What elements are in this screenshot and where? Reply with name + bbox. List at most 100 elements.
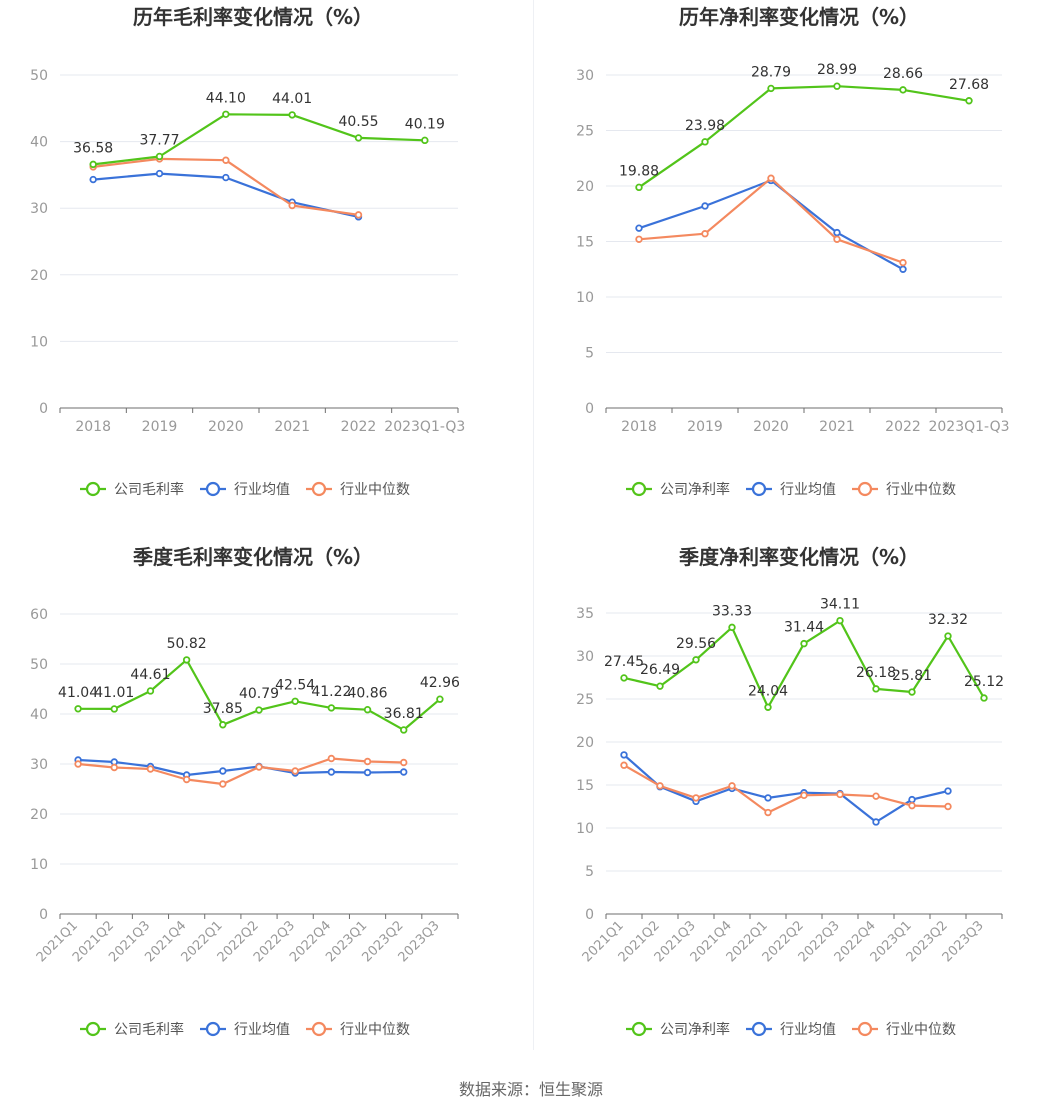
series-line-industry-median	[623, 764, 949, 814]
data-point-company-gross[interactable]	[89, 160, 97, 169]
data-point-company-gross[interactable]	[421, 136, 429, 145]
data-point-company-gross[interactable]	[400, 726, 408, 734]
data-point-company-gross[interactable]	[222, 110, 230, 118]
data-point-company-net[interactable]	[944, 632, 952, 640]
data-point-company-net[interactable]	[692, 656, 700, 664]
data-point-company-net[interactable]	[899, 86, 907, 94]
data-point-industry-median[interactable]	[182, 775, 191, 784]
data-point-industry-avg[interactable]	[327, 768, 336, 776]
data-point-industry-median[interactable]	[219, 780, 227, 788]
legend-item-industry-median[interactable]: 行业中位数	[852, 481, 956, 498]
data-label: 19.88	[619, 163, 659, 179]
legend-item-industry-median[interactable]: 行业中位数	[306, 1021, 410, 1038]
data-point-industry-median[interactable]	[222, 156, 230, 164]
data-point-industry-median[interactable]	[74, 760, 82, 768]
data-point-industry-median[interactable]	[620, 761, 628, 769]
data-point-company-net[interactable]	[965, 97, 973, 105]
data-point-company-net[interactable]	[833, 82, 841, 90]
data-point-company-net[interactable]	[836, 616, 844, 625]
data-point-company-net[interactable]	[620, 674, 628, 682]
data-point-industry-median[interactable]	[701, 230, 709, 238]
legend-item-industry-avg[interactable]: 行业均值	[200, 481, 290, 498]
legend-item-industry-avg[interactable]: 行业均值	[746, 1021, 836, 1038]
data-point-company-net[interactable]	[656, 682, 664, 690]
data-point-company-net[interactable]	[701, 138, 709, 146]
data-point-company-net[interactable]	[635, 183, 643, 192]
data-point-industry-avg[interactable]	[89, 175, 97, 184]
data-point-industry-avg[interactable]	[400, 768, 408, 776]
data-point-industry-median[interactable]	[767, 174, 775, 182]
legend-item-company-net[interactable]: 公司净利率	[626, 1021, 730, 1038]
data-point-company-net[interactable]	[728, 623, 736, 632]
data-label: 31.44	[784, 620, 824, 636]
data-point-industry-median[interactable]	[288, 201, 296, 210]
data-point-industry-median[interactable]	[255, 763, 263, 771]
data-point-company-gross[interactable]	[219, 721, 227, 729]
data-point-industry-median[interactable]	[291, 767, 299, 775]
data-point-industry-avg[interactable]	[833, 228, 841, 237]
data-point-company-gross[interactable]	[291, 697, 299, 705]
data-point-industry-avg[interactable]	[363, 768, 372, 777]
data-point-company-net[interactable]	[764, 703, 772, 711]
data-point-industry-median[interactable]	[146, 765, 155, 773]
data-point-industry-median[interactable]	[836, 790, 844, 799]
legend-item-company-gross[interactable]: 公司毛利率	[80, 1021, 184, 1038]
data-point-industry-avg[interactable]	[908, 795, 916, 804]
chart-panel-quarterly-net-margin: 季度净利率变化情况（%） 0 5 10 15 20 25 30 35 2021Q1 2021Q2 20…	[546, 540, 1062, 1080]
data-point-company-gross[interactable]	[354, 134, 363, 142]
y-tick-label: 30	[30, 201, 48, 217]
series-line-company-gross	[93, 113, 425, 166]
data-point-industry-avg[interactable]	[899, 265, 907, 273]
data-point-industry-avg[interactable]	[944, 787, 952, 795]
data-point-industry-median[interactable]	[908, 801, 916, 810]
data-point-company-gross[interactable]	[146, 687, 155, 695]
legend-item-company-net[interactable]: 公司净利率	[626, 481, 730, 498]
data-point-industry-avg[interactable]	[872, 818, 880, 826]
x-tick-label: 2019	[687, 419, 723, 435]
legend-label: 公司净利率	[660, 481, 730, 498]
data-point-industry-median[interactable]	[635, 235, 643, 243]
data-point-industry-median[interactable]	[728, 782, 736, 790]
data-point-company-gross[interactable]	[288, 111, 296, 119]
data-point-industry-median[interactable]	[327, 754, 336, 763]
data-point-industry-avg[interactable]	[219, 767, 227, 775]
data-point-company-net[interactable]	[872, 685, 880, 693]
y-tick-label: 30	[576, 68, 594, 84]
data-point-industry-median[interactable]	[833, 235, 841, 243]
data-point-industry-avg[interactable]	[635, 224, 643, 232]
data-point-industry-median[interactable]	[764, 808, 772, 817]
data-point-industry-median[interactable]	[872, 792, 880, 800]
legend-item-industry-median[interactable]: 行业中位数	[852, 1021, 956, 1038]
legend-item-company-gross[interactable]: 公司毛利率	[80, 481, 184, 498]
data-point-company-gross[interactable]	[182, 656, 191, 664]
data-point-company-gross[interactable]	[74, 705, 82, 713]
data-point-industry-median[interactable]	[400, 758, 408, 767]
data-point-industry-avg[interactable]	[701, 202, 709, 210]
data-point-company-net[interactable]	[908, 688, 916, 696]
data-point-industry-median[interactable]	[944, 802, 952, 811]
data-point-company-gross[interactable]	[110, 705, 118, 713]
data-point-industry-avg[interactable]	[155, 169, 164, 178]
data-point-company-net[interactable]	[980, 694, 988, 702]
data-point-industry-median[interactable]	[110, 763, 118, 772]
data-point-company-net[interactable]	[800, 639, 808, 648]
data-point-company-gross[interactable]	[363, 705, 372, 714]
data-point-industry-median[interactable]	[692, 794, 700, 802]
legend-item-industry-median[interactable]: 行业中位数	[306, 481, 410, 498]
data-point-company-gross[interactable]	[327, 704, 336, 712]
data-label: 29.56	[676, 636, 716, 652]
data-point-company-gross[interactable]	[436, 695, 444, 703]
data-point-industry-median[interactable]	[656, 782, 664, 790]
legend-item-industry-avg[interactable]: 行业均值	[200, 1021, 290, 1038]
data-point-industry-avg[interactable]	[620, 751, 628, 759]
data-point-industry-median[interactable]	[800, 791, 808, 800]
data-point-industry-median[interactable]	[899, 258, 907, 267]
data-point-industry-avg[interactable]	[222, 173, 230, 182]
legend-item-industry-avg[interactable]: 行业均值	[746, 481, 836, 498]
data-point-company-gross[interactable]	[255, 706, 263, 714]
data-point-company-net[interactable]	[767, 84, 775, 93]
data-point-company-gross[interactable]	[155, 152, 164, 161]
data-point-industry-median[interactable]	[354, 211, 363, 219]
data-point-industry-median[interactable]	[363, 757, 372, 766]
data-point-industry-avg[interactable]	[764, 794, 772, 802]
